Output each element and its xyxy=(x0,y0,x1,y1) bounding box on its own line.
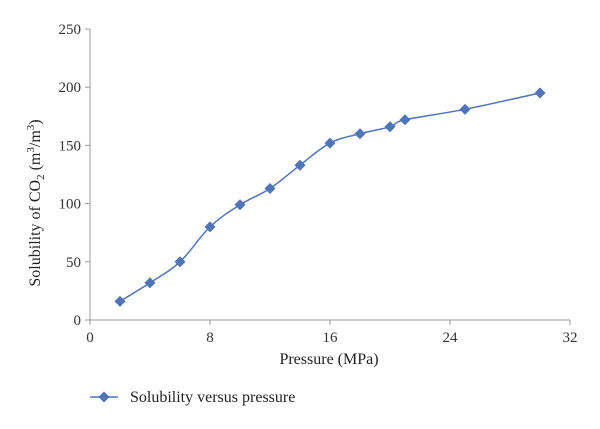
x-tick-label: 8 xyxy=(206,330,214,346)
y-tick-label: 200 xyxy=(59,80,82,96)
legend-marker xyxy=(98,391,110,403)
x-tick-label: 32 xyxy=(563,330,578,346)
data-point xyxy=(384,121,396,133)
y-axis-title-mid: (m xyxy=(27,152,44,174)
data-point xyxy=(459,103,471,115)
y-axis-title-slash: /m xyxy=(27,130,44,147)
y-axis-title-prefix: Solubility of CO xyxy=(27,180,44,287)
y-axis-title-suffix: ) xyxy=(27,119,44,124)
y-tick-label: 0 xyxy=(74,313,82,329)
x-tick-label: 16 xyxy=(323,330,339,346)
y-axis-title-sup2: 3 xyxy=(25,124,37,130)
data-point xyxy=(294,159,306,171)
y-tick-label: 150 xyxy=(59,138,82,154)
data-point xyxy=(534,87,546,99)
data-point xyxy=(144,277,156,289)
x-tick-label: 0 xyxy=(86,330,94,346)
y-tick-label: 100 xyxy=(59,197,82,213)
data-point xyxy=(234,199,246,211)
data-point xyxy=(399,114,411,126)
y-axis-title-sub: 2 xyxy=(35,174,47,180)
legend-label: Solubility versus pressure xyxy=(130,389,295,406)
chart-series-layer xyxy=(114,87,546,307)
series-line xyxy=(119,92,541,303)
y-axis-title-sup1: 3 xyxy=(25,147,37,153)
y-tick-label: 250 xyxy=(59,22,82,38)
data-point xyxy=(354,128,366,140)
data-point xyxy=(114,295,126,307)
data-point xyxy=(174,256,186,268)
x-tick-label: 24 xyxy=(443,330,459,346)
y-tick-label: 50 xyxy=(66,255,81,271)
chart-axes: 0 50 100 150 200 250 0 8 16 24 32 xyxy=(59,22,578,346)
data-point xyxy=(324,137,336,149)
legend: Solubility versus pressure xyxy=(90,389,295,406)
x-axis-title: Pressure (MPa) xyxy=(279,351,378,368)
data-point xyxy=(204,221,216,233)
data-point xyxy=(264,182,276,194)
y-axis-title: Solubility of CO2 (m3/m3) xyxy=(25,119,47,286)
